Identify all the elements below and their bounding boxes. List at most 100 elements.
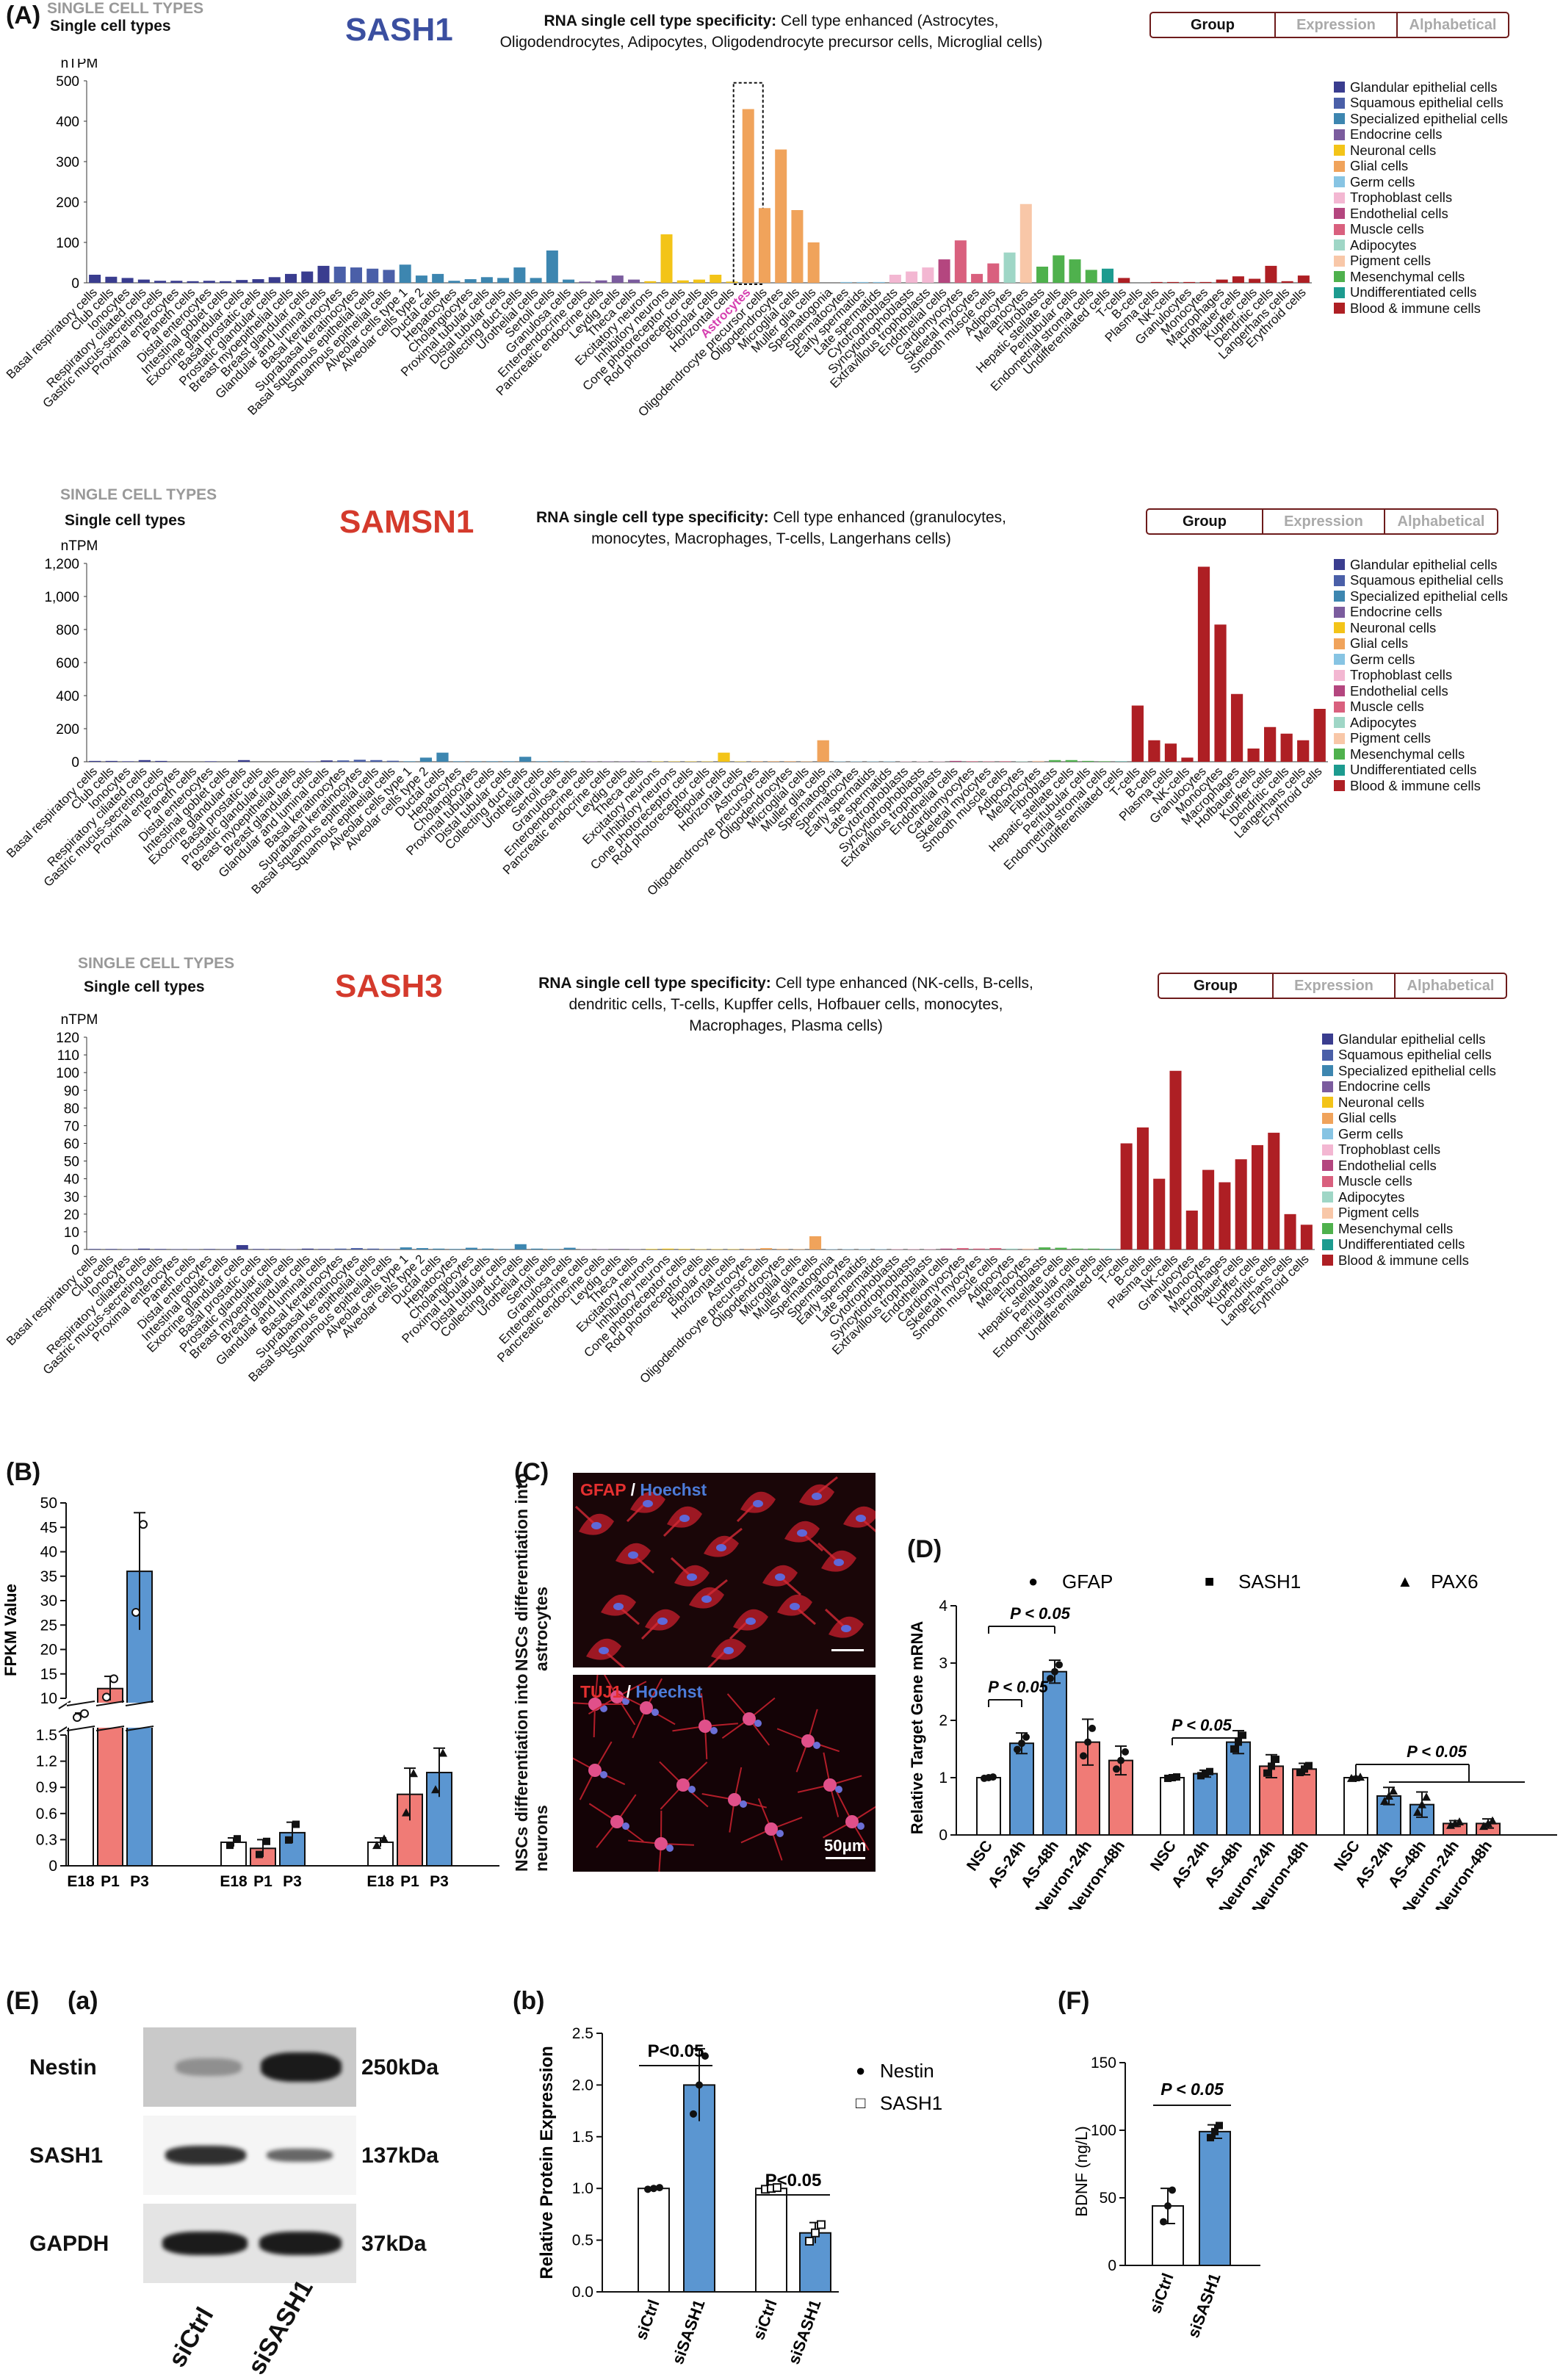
nucleus xyxy=(740,1800,747,1808)
bar-b-cells xyxy=(1137,1128,1149,1250)
bar-cone-photoreceptor-cells xyxy=(679,1249,690,1250)
neuron-body xyxy=(654,1837,668,1850)
y-tick-label: 100 xyxy=(1091,2122,1116,2139)
legend-swatch xyxy=(1334,224,1345,235)
bar-suprabasal-keratinocytes xyxy=(354,760,366,762)
y-tick-label: 15 xyxy=(40,1666,57,1683)
bar-skeletal-myocytes xyxy=(973,1249,985,1250)
legend-swatch xyxy=(1334,607,1345,618)
bar-suprabasal-keratinocytes xyxy=(350,267,362,283)
y-tick-label: 1,000 xyxy=(44,590,79,605)
bar-gfap-nsc xyxy=(977,1778,1000,1835)
bar-hepatocytes xyxy=(453,761,465,762)
bar-fibroblasts xyxy=(1036,267,1048,283)
bar-prostatic-glandular-cells xyxy=(269,1249,281,1250)
samsn1-sort-toggle[interactable]: Group Expression Alphabetical xyxy=(1146,508,1498,535)
y-tick-label: 150 xyxy=(1091,2055,1116,2071)
legend-item: Blood & immune cells xyxy=(1334,778,1508,794)
panel-e-label: (E) xyxy=(6,1987,39,2016)
neuron-micrograph: TUJ1 / Hoechst 50μm xyxy=(573,1675,876,1872)
legend-label: Pigment cells xyxy=(1350,730,1431,746)
sort-expression-button[interactable]: Expression xyxy=(1276,13,1398,37)
y-tick-label: 50 xyxy=(1100,2190,1116,2207)
sort-expression-button[interactable]: Expression xyxy=(1263,510,1385,533)
legend-item: Trophoblast cells xyxy=(1334,190,1508,206)
nucleus xyxy=(753,1500,763,1507)
legend-label: Nestin xyxy=(880,2060,934,2082)
blot-protein-label: Nestin xyxy=(29,2055,97,2080)
bar-collecting-duct-cells xyxy=(519,757,531,762)
sash3-sort-toggle[interactable]: Group Expression Alphabetical xyxy=(1158,973,1507,999)
legend-item: Undifferentiated cells xyxy=(1322,1237,1496,1253)
data-point xyxy=(1022,1734,1030,1741)
sort-alphabetical-button[interactable]: Alphabetical xyxy=(1398,13,1508,37)
data-point xyxy=(263,1838,270,1845)
bar-spermatocytes xyxy=(840,282,852,283)
legend-label: Mesenchymal cells xyxy=(1350,746,1465,762)
legend-label: Blood & immune cells xyxy=(1338,1252,1469,1269)
blot-protein-label: SASH1 xyxy=(29,2143,103,2168)
legend-item: Squamous epithelial cells xyxy=(1322,1047,1496,1064)
legend-item: Muscle cells xyxy=(1334,222,1508,238)
bar-muller-glia-cells xyxy=(808,242,820,283)
sash1-sort-toggle[interactable]: Group Expression Alphabetical xyxy=(1149,12,1509,38)
bar-distal-enterocytes xyxy=(203,1249,215,1250)
legend-swatch xyxy=(1334,176,1345,187)
sort-group-button[interactable]: Group xyxy=(1147,510,1263,533)
data-point xyxy=(1305,1762,1313,1770)
x-tick-label: siSASH1 xyxy=(784,2297,825,2367)
legend-label: Endothelial cells xyxy=(1350,683,1448,699)
legend-item: Glandular epithelial cells xyxy=(1322,1031,1496,1047)
bar-exocrine-glandular-cells xyxy=(237,1245,248,1250)
y-tick-label: 0 xyxy=(71,755,79,771)
x-tick-label: P3 xyxy=(130,1873,149,1888)
bar-inhibitory-neurons xyxy=(661,234,673,283)
legend-item: Blood & immune cells xyxy=(1322,1252,1496,1269)
data-point xyxy=(132,1609,140,1616)
sort-group-button[interactable]: Group xyxy=(1159,974,1274,998)
y-tick-label: 2.0 xyxy=(572,2077,593,2094)
data-point xyxy=(103,1693,110,1701)
sort-expression-button[interactable]: Expression xyxy=(1274,974,1396,998)
sash1-header-small: SINGLE CELL TYPES xyxy=(47,0,203,18)
bar-inhibitory-neurons xyxy=(662,1249,674,1250)
data-point xyxy=(1080,1752,1087,1759)
x-tick-label: NSC xyxy=(1331,1838,1363,1875)
legend-swatch xyxy=(1334,654,1345,665)
legend-swatch xyxy=(1334,670,1345,681)
legend-label: Muscle cells xyxy=(1350,699,1424,715)
legend-item: Muscle cells xyxy=(1322,1174,1496,1190)
bar-basal-respiratory-cells xyxy=(89,275,101,283)
y-tick-label: 40 xyxy=(40,1544,57,1561)
bar-squamous-epithelial-cells xyxy=(387,761,399,762)
sort-alphabetical-button[interactable]: Alphabetical xyxy=(1396,974,1506,998)
bar-suprabasal-keratinocytes xyxy=(351,1248,363,1250)
bar-squamous-epithelial-cells xyxy=(383,270,394,283)
y-tick-label: 35 xyxy=(40,1568,57,1585)
sort-alphabetical-button[interactable]: Alphabetical xyxy=(1385,510,1497,533)
legend-item: Blood & immune cells xyxy=(1334,300,1508,317)
sort-group-button[interactable]: Group xyxy=(1151,13,1276,37)
legend-item: Endothelial cells xyxy=(1334,206,1508,222)
legend-label: Endothelial cells xyxy=(1338,1158,1437,1174)
y-tick-label: 110 xyxy=(57,1048,79,1064)
nucleus xyxy=(746,1618,756,1625)
bar-melanocytes xyxy=(1033,761,1044,762)
legend-swatch xyxy=(1322,1191,1333,1202)
data-point xyxy=(1122,1748,1129,1756)
bar-hofbauer-cells xyxy=(1247,749,1259,762)
bar-cholangiocytes xyxy=(466,1248,477,1250)
bar-respiratory-ciliated-cells xyxy=(138,1249,150,1250)
bar-extravillous-trophoblasts xyxy=(922,267,934,283)
x-tick-label: E18 xyxy=(367,1873,394,1888)
bar-sash1-sictrl xyxy=(756,2188,787,2292)
legend-label: Glial cells xyxy=(1350,635,1408,652)
nucleus xyxy=(776,1830,784,1837)
legend-symbol: ▲ xyxy=(1397,1572,1413,1590)
nucleus xyxy=(835,1786,842,1793)
bar-ionocytes xyxy=(122,761,134,762)
bar-muller-glia-cells xyxy=(817,740,829,762)
bar-ionocytes xyxy=(122,278,134,283)
bar-hepatic-stellate-cells xyxy=(1053,256,1064,283)
bar-cardiomyocytes xyxy=(966,761,978,762)
